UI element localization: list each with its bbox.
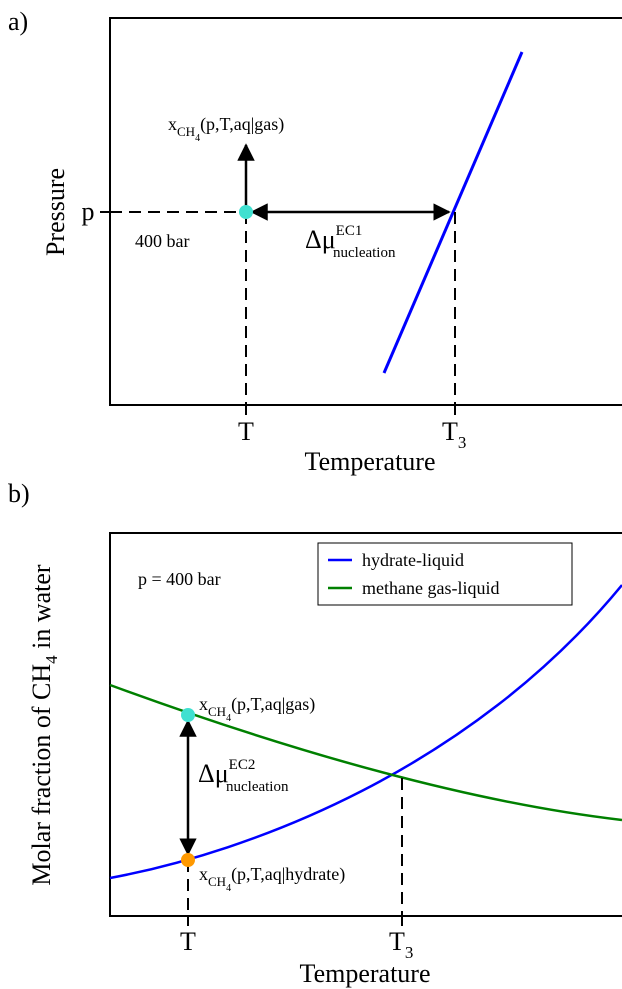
hydrate-liquid-curve bbox=[109, 584, 622, 880]
x-tick-label: T bbox=[238, 417, 254, 446]
x-tick-label: T3 bbox=[389, 927, 413, 962]
hydrate-point bbox=[181, 853, 195, 867]
y-tick-label: p bbox=[82, 197, 95, 226]
x-tick-label: T3 bbox=[442, 417, 466, 452]
delta-mu-label: ΔμEC2 nucleation bbox=[198, 757, 289, 795]
state-point bbox=[239, 205, 253, 219]
y-axis-label: Molar fraction of CH4 in water bbox=[27, 564, 61, 885]
mole-fraction-label: xCH4(p,T,aq|gas) bbox=[199, 694, 315, 724]
legend: hydrate-liquid methane gas-liquid bbox=[328, 550, 499, 598]
annotation: 400 bar bbox=[135, 231, 189, 251]
x-tick-label: T bbox=[180, 927, 196, 956]
legend-box bbox=[317, 542, 573, 606]
condition-label: p = 400 bar bbox=[138, 569, 221, 589]
x-axis-label: Temperature bbox=[300, 959, 431, 988]
y-axis-label: Pressure bbox=[41, 168, 70, 256]
legend-label: hydrate-liquid bbox=[362, 550, 464, 570]
panel-b: b) hydrate-liquid methane gas-liquid p = … bbox=[8, 479, 622, 988]
mole-fraction-label: xCH4(p,T,aq|hydrate) bbox=[199, 864, 345, 894]
gas-liquid-curve bbox=[109, 683, 622, 822]
gas-point bbox=[181, 708, 195, 722]
legend-label: methane gas-liquid bbox=[362, 578, 499, 598]
delta-mu-label: ΔμEC1 nucleation bbox=[305, 223, 396, 261]
axes-frame bbox=[109, 532, 622, 917]
x-axis-label: Temperature bbox=[305, 447, 436, 476]
panel-a: a) p 400 bar xCH4(p,T,aq|gas) ΔμEC1 nucle… bbox=[8, 7, 622, 476]
panel-label: b) bbox=[8, 479, 30, 508]
coexistence-line bbox=[382, 51, 524, 374]
mole-fraction-label: xCH4(p,T,aq|gas) bbox=[168, 114, 284, 144]
panel-label: a) bbox=[8, 7, 28, 36]
